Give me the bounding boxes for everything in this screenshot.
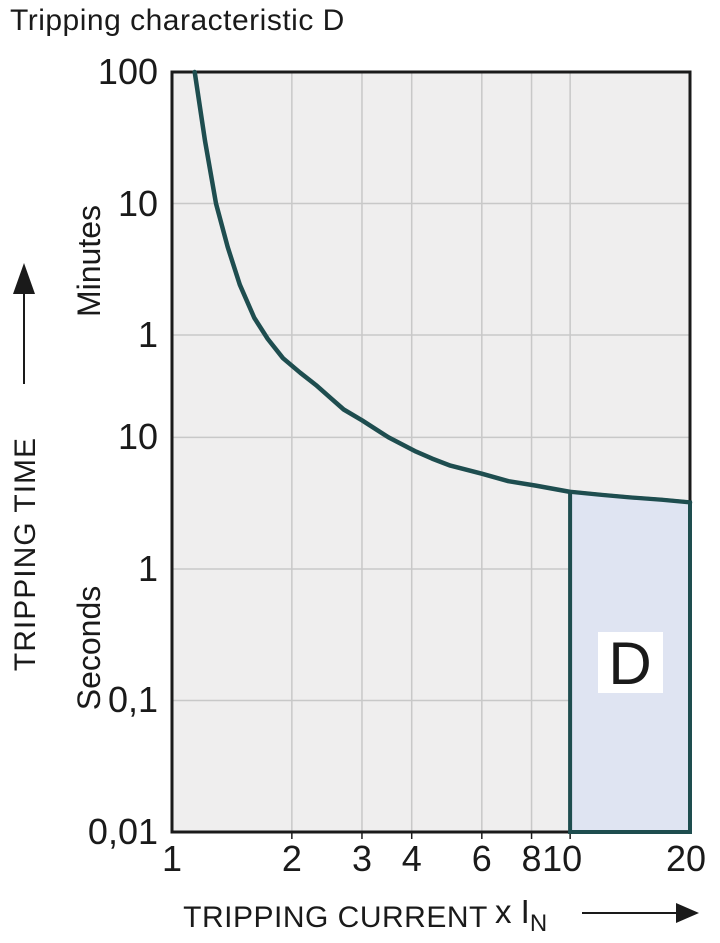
x-axis-tick-label: 1 [161,838,183,879]
y-axis-tick-label: 100 [97,51,158,92]
y-axis-tick-label: 10 [117,182,158,224]
x-axis-unit-subscript: N [529,910,548,937]
y-axis-tick-label: 1 [137,547,158,589]
x-axis-unit: x IN [495,893,547,938]
x-axis-tick-label: 6 [471,838,492,879]
y-axis-unit-minutes: Minutes [71,204,107,318]
y-axis-tick-label: 1 [137,314,158,356]
y-axis-tick-label: 0,01 [87,811,158,852]
chart-title: Tripping characteristic D [10,4,345,37]
x-axis-tick-label: 8 [521,838,542,879]
x-axis-unit-prefix: x I [495,893,530,930]
y-axis-tick-label: 10 [117,416,158,458]
y-axis-title: TRIPPING TIME [9,436,42,672]
x-axis-right-arrow-icon [582,903,699,923]
x-axis-tick-label: 3 [351,838,372,879]
x-axis-tick-label: 2 [281,838,302,879]
y-axis-tick-label: 0,1 [107,679,158,721]
plot-border [170,70,692,834]
x-axis-title: TRIPPING CURRENT [183,901,488,934]
region-d-label-box [598,632,663,693]
y-axis-up-arrow-icon [13,263,35,384]
y-axis-unit-seconds: Seconds [71,585,107,711]
x-axis-tick-label: 10 [542,838,583,879]
x-axis-tick-label: 4 [401,838,422,879]
region-d-label: D [608,630,651,697]
x-axis-tick-label: 20 [665,838,707,879]
